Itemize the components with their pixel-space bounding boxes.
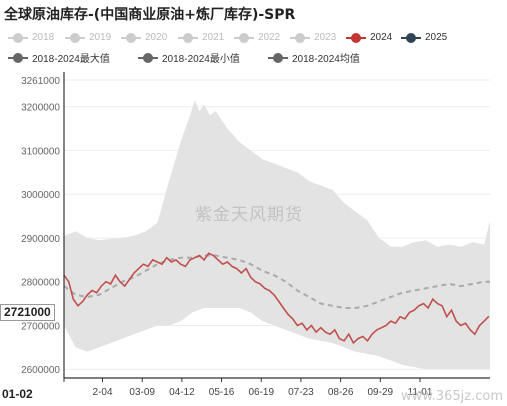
legend-marker bbox=[346, 32, 366, 43]
legend-item-8[interactable]: 2018-2024最大值 bbox=[8, 50, 110, 65]
legend-item-9[interactable]: 2018-2024最小值 bbox=[138, 50, 240, 65]
legend-marker bbox=[234, 32, 254, 43]
watermark: 紫金天风期货 bbox=[195, 205, 303, 225]
legend-item-10[interactable]: 2018-2024均值 bbox=[268, 50, 360, 65]
site-watermark: www.365jz.com bbox=[401, 389, 503, 404]
x-tick-label: 11-01 bbox=[408, 387, 433, 398]
legend-item-1[interactable]: 2019 bbox=[65, 32, 111, 43]
legend-label: 2018-2024均值 bbox=[292, 54, 360, 65]
legend-label: 2018-2024最大值 bbox=[32, 54, 110, 65]
legend-marker bbox=[121, 32, 141, 43]
legend-label: 2021 bbox=[202, 32, 225, 43]
legend-label: 2025 bbox=[425, 32, 448, 43]
page-title: 全球原油库存-(中国商业原油+炼厂库存)-SPR bbox=[4, 7, 296, 23]
x-tick-label: 04-12 bbox=[169, 387, 195, 398]
legend-label: 2018 bbox=[32, 32, 55, 43]
y-tick-label: 3261000 bbox=[21, 76, 60, 87]
x-tick-label: 03-09 bbox=[129, 387, 155, 398]
legend-label: 2023 bbox=[314, 32, 337, 43]
mean-line bbox=[63, 254, 490, 309]
legend-label: 2020 bbox=[145, 32, 168, 43]
y-tick-label: 2600000 bbox=[21, 365, 60, 376]
legend-item-4[interactable]: 2022 bbox=[234, 32, 280, 43]
max-min-band bbox=[64, 100, 490, 370]
x-tick-label: 05-16 bbox=[209, 387, 235, 398]
legend-label: 2018-2024最小值 bbox=[162, 54, 240, 65]
legend-marker bbox=[178, 32, 198, 43]
legend-item-6[interactable]: 2024 bbox=[346, 32, 392, 43]
legend-marker bbox=[268, 52, 288, 63]
legend-marker bbox=[8, 52, 28, 63]
legend-marker bbox=[290, 32, 310, 43]
latest-value-label: 2721000 bbox=[0, 304, 55, 321]
y-tick-label: 2800000 bbox=[21, 278, 60, 289]
x-tick-label: 07-23 bbox=[288, 387, 314, 398]
legend-item-5[interactable]: 2023 bbox=[290, 32, 336, 43]
x-tick-label: 08-26 bbox=[328, 387, 354, 398]
legend-item-2[interactable]: 2020 bbox=[121, 32, 167, 43]
legend-label: 2024 bbox=[370, 32, 393, 43]
legend-marker bbox=[8, 32, 28, 43]
y-tick-label: 3200000 bbox=[21, 103, 60, 114]
series-2024-line bbox=[63, 252, 490, 345]
x-tick-label: 2-04 bbox=[93, 387, 113, 398]
x-axis-first-label: 01-02 bbox=[2, 387, 33, 401]
legend-label: 2022 bbox=[258, 32, 281, 43]
x-tick-label: 09-29 bbox=[368, 387, 394, 398]
legend-marker bbox=[65, 32, 85, 43]
y-tick-label: 2900000 bbox=[21, 234, 60, 245]
legend-marker bbox=[401, 32, 421, 43]
legend-item-7[interactable]: 2025 bbox=[401, 32, 447, 43]
legend-item-3[interactable]: 2021 bbox=[178, 32, 224, 43]
legend-marker bbox=[138, 52, 158, 63]
y-tick-label: 3000000 bbox=[21, 190, 60, 201]
y-tick-label: 3100000 bbox=[21, 146, 60, 157]
legend-label: 2019 bbox=[89, 32, 112, 43]
y-tick-label: 2700000 bbox=[21, 321, 60, 332]
x-tick-label: 06-19 bbox=[248, 387, 274, 398]
legend-item-0[interactable]: 2018 bbox=[8, 32, 54, 43]
